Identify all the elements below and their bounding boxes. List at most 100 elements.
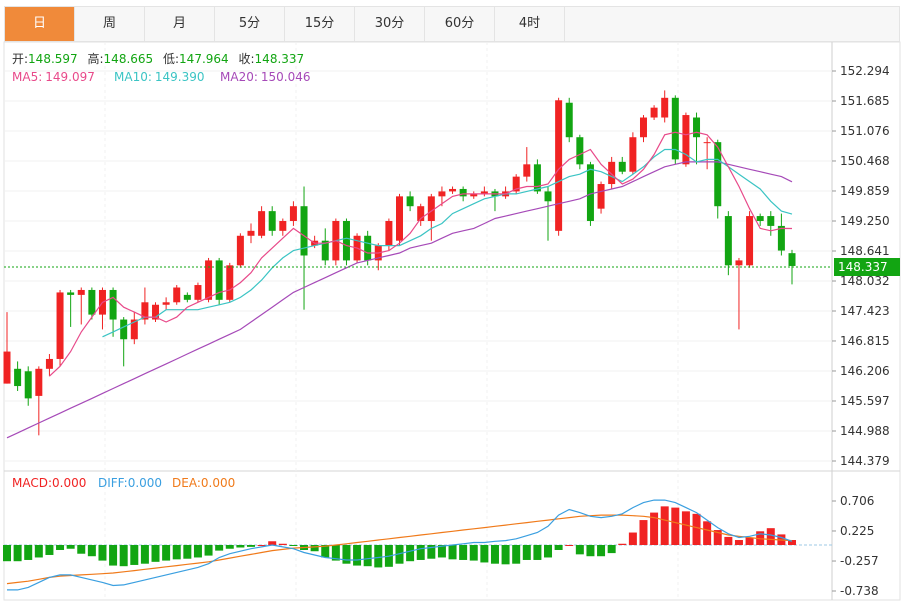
macd-histogram-bar: [278, 543, 287, 546]
macd-histogram-bar: [374, 545, 383, 568]
candle-body: [735, 260, 743, 266]
price-tick-label: 151.076: [840, 124, 890, 138]
tab-30min[interactable]: 30分: [355, 7, 425, 41]
macd-histogram-bar: [151, 545, 160, 562]
macd-histogram-bar: [501, 545, 510, 565]
ma10-line: [102, 148, 793, 338]
macd-histogram-bar: [215, 545, 224, 551]
candle-body: [56, 292, 64, 359]
macd-histogram-bar: [490, 545, 499, 564]
macd-label: MACD:: [12, 476, 52, 490]
candle-body: [555, 100, 563, 231]
candle-body: [396, 196, 403, 241]
macd-histogram-bar: [597, 545, 606, 557]
candle-body: [724, 216, 732, 266]
candle-body: [714, 142, 722, 207]
candle-body: [77, 289, 85, 295]
macd-histogram-bar: [480, 545, 489, 563]
macd-histogram-bar: [140, 545, 149, 564]
price-tick-label: 147.423: [840, 304, 890, 318]
candle-body: [639, 117, 647, 138]
svg-text:开:148.597 高:148.665: 开:148.597 高:148.665 低:147.964 收:148.337: [12, 51, 304, 66]
tab-day[interactable]: 日: [5, 7, 75, 41]
candle-body: [215, 260, 223, 300]
candle-body: [364, 235, 372, 261]
macd-histogram-bar: [109, 545, 118, 566]
macd-histogram-bar: [77, 545, 86, 554]
candle-body: [289, 206, 297, 221]
macd-histogram-bar: [448, 545, 457, 560]
macd-histogram-bar: [437, 545, 446, 558]
tab-15min[interactable]: 15分: [285, 7, 355, 41]
macd-histogram-bar: [427, 545, 436, 559]
candle-body: [470, 193, 478, 197]
macd-histogram-bar: [193, 545, 202, 558]
macd-histogram-bar: [607, 545, 616, 554]
candle-body: [767, 216, 775, 226]
candle-body: [512, 176, 520, 192]
macd-value: 0.000: [52, 476, 86, 490]
tab-week[interactable]: 周: [75, 7, 145, 41]
candle-body: [162, 302, 170, 305]
macd-histogram-bar: [671, 507, 680, 546]
candle-body: [247, 230, 255, 236]
macd-histogram-bar: [310, 545, 319, 552]
ma10-legend: MA10: 149.390: [114, 70, 205, 84]
macd-histogram-bar: [639, 520, 648, 546]
candle-body: [14, 368, 22, 387]
ma-legend: MA5: 149.097 MA10: 149.390 MA20: 150.046: [12, 70, 311, 84]
candle-body: [788, 253, 796, 266]
candle-body: [183, 294, 191, 300]
macd-histogram-bar: [544, 545, 553, 558]
candle-body: [385, 220, 393, 246]
candle-body: [661, 97, 669, 118]
macd-histogram-bar: [45, 545, 54, 555]
tab-5min[interactable]: 5分: [215, 7, 285, 41]
price-tick-label: 144.988: [840, 424, 890, 438]
candle-body: [427, 196, 435, 221]
macd-histogram-bar: [745, 537, 754, 546]
candle-body: [258, 211, 266, 236]
macd-histogram-bar: [565, 545, 574, 547]
candle-body: [173, 287, 181, 303]
macd-histogram-bar: [692, 513, 701, 546]
diff-label: DIFF:: [98, 476, 128, 490]
macd-histogram-bar: [204, 545, 213, 556]
macd-histogram-bar: [119, 545, 128, 567]
candle-body: [45, 358, 53, 369]
candle-body: [544, 191, 552, 202]
candle-body: [236, 235, 244, 266]
diff-value: 0.000: [128, 476, 162, 490]
ma20-label: MA20:: [220, 70, 258, 84]
macd-histogram-bar: [236, 545, 245, 548]
candle-body: [268, 211, 276, 231]
candle-body: [586, 164, 594, 221]
candle-body: [618, 161, 626, 172]
macd-histogram-bar: [162, 545, 171, 561]
tab-4hour[interactable]: 4时: [495, 7, 565, 41]
macd-histogram-bar: [734, 540, 743, 546]
candle-body: [88, 289, 96, 315]
macd-histogram-bar: [24, 545, 33, 560]
candle-body: [152, 304, 160, 320]
dea-line: [6, 514, 793, 585]
candle-body: [650, 107, 658, 118]
candle-body: [194, 285, 202, 300]
macd-histogram-bar: [533, 545, 542, 560]
macd-histogram-bar: [321, 545, 330, 558]
macd-tick-label: -0.257: [840, 554, 879, 568]
macd-histogram-bar: [331, 545, 340, 561]
candle-body: [693, 117, 701, 138]
candle-body: [342, 220, 350, 261]
low-label: 低:: [163, 52, 179, 66]
tab-month[interactable]: 月: [145, 7, 215, 41]
macd-histogram-bar: [416, 545, 425, 560]
tab-60min[interactable]: 60分: [425, 7, 495, 41]
current-price-badge: [834, 258, 900, 276]
candle-body: [523, 164, 531, 177]
macd-panel: [3, 499, 832, 591]
candle-body: [459, 188, 467, 197]
dea-label: DEA:: [172, 476, 201, 490]
candle-body: [130, 319, 138, 340]
